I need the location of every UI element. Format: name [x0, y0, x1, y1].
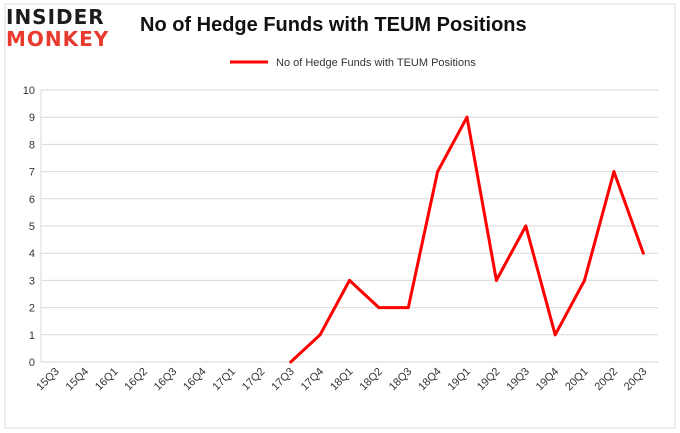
data-point	[612, 170, 616, 174]
y-tick-label: 5	[29, 221, 35, 233]
y-tick-label: 9	[29, 112, 35, 124]
x-tick-label: 19Q4	[534, 366, 562, 394]
logo-line-2: MONKEY	[6, 27, 110, 51]
y-tick-label: 6	[29, 194, 35, 206]
x-tick-label: 19Q3	[504, 366, 532, 394]
x-tick-label: 16Q4	[181, 366, 209, 394]
x-tick-label: 20Q2	[593, 366, 621, 394]
data-point	[289, 360, 293, 364]
logo-line-1: INSIDER	[6, 5, 105, 29]
chart-title: No of Hedge Funds with TEUM Positions	[140, 14, 527, 36]
x-tick-label: 15Q4	[64, 366, 92, 394]
data-point	[348, 278, 351, 282]
x-tick-label: 18Q4	[416, 366, 444, 394]
legend: No of Hedge Funds with TEUM Positions	[230, 57, 476, 69]
y-tick-label: 0	[29, 357, 35, 369]
data-point	[318, 333, 322, 337]
data-point	[524, 224, 528, 228]
x-tick-label: 15Q3	[34, 366, 62, 394]
data-point	[406, 306, 410, 310]
y-tick-label: 3	[29, 275, 35, 287]
data-point	[465, 115, 469, 119]
data-point	[583, 278, 587, 282]
x-tick-label: 19Q2	[475, 366, 503, 394]
gridlines	[40, 89, 658, 363]
y-tick-label: 4	[29, 248, 35, 260]
chart-border	[4, 3, 676, 429]
plot-area	[289, 115, 645, 364]
y-tick-label: 7	[29, 167, 35, 179]
y-tick-label: 8	[29, 139, 35, 151]
x-tick-label: 17Q4	[299, 366, 327, 394]
series-line-0	[289, 115, 645, 364]
data-point	[641, 251, 645, 255]
x-tick-label: 17Q3	[269, 366, 297, 394]
x-tick-label: 16Q1	[93, 366, 121, 394]
x-tick-label: 20Q3	[622, 366, 650, 394]
insider-monkey-logo: INSIDER MONKEY	[6, 6, 130, 54]
data-point	[377, 306, 381, 310]
x-tick-label: 20Q1	[563, 366, 591, 394]
x-tick-label: 18Q2	[357, 366, 385, 394]
x-tick-label: 18Q1	[328, 366, 356, 394]
x-tick-label: 16Q3	[152, 366, 180, 394]
data-point	[436, 170, 440, 174]
y-tick-label: 1	[29, 330, 35, 342]
x-tick-label: 18Q3	[387, 366, 415, 394]
x-tick-label: 17Q1	[211, 366, 239, 394]
y-tick-label: 2	[29, 303, 35, 315]
x-tick-label: 19Q1	[446, 366, 474, 394]
x-tick-labels: 15Q3 15Q4 16Q1 16Q2 16Q3 16Q4 17Q1 17Q2 17Q3 17Q4…	[34, 366, 649, 394]
y-tick-label: 10	[23, 85, 35, 97]
y-tick-labels: 0 1 2 3 4 5 6 7 8 9 10	[23, 85, 35, 369]
x-tick-label: 17Q2	[240, 366, 268, 394]
data-point	[553, 333, 557, 337]
x-tick-label: 16Q2	[122, 366, 150, 394]
data-point	[494, 278, 498, 282]
legend-label: No of Hedge Funds with TEUM Positions	[276, 57, 476, 69]
